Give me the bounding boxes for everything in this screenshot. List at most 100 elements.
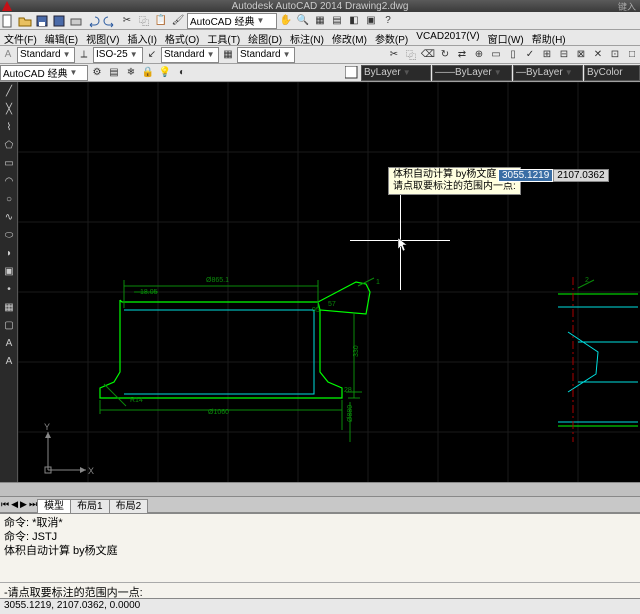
menu-item[interactable]: 插入(I) (123, 30, 160, 45)
rect-tool-icon[interactable]: ▭ (1, 155, 17, 171)
xline-tool-icon[interactable]: ╳ (1, 101, 17, 117)
redo-icon[interactable] (102, 13, 118, 29)
mod3-icon[interactable]: ⌫ (420, 47, 436, 63)
undo-icon[interactable] (85, 13, 101, 29)
plotstyle-dropdown[interactable]: ByColor (584, 65, 640, 81)
mod5-icon[interactable]: ⇄ (454, 47, 470, 63)
mod8-icon[interactable]: ▯ (505, 47, 521, 63)
point-tool-icon[interactable]: • (1, 281, 17, 297)
paste-icon[interactable]: 📋 (153, 13, 169, 29)
block-tool-icon[interactable]: ▣ (1, 263, 17, 279)
tab-first-icon[interactable]: ⏮ (0, 499, 10, 510)
linetype-dropdown[interactable]: —— ByLayer▼ (432, 65, 512, 81)
layout-tab[interactable]: 布局2 (109, 499, 149, 514)
layer-prop-icon[interactable]: ▤ (106, 65, 122, 81)
plot-icon[interactable] (68, 13, 84, 29)
tablestyle-icon[interactable]: ▦ (220, 47, 236, 63)
drawing-canvas[interactable]: 18.05Ø865.1Ø106028330Ø8809557R1412 XY 体积… (18, 82, 640, 482)
pline-tool-icon[interactable]: ⌇ (1, 119, 17, 135)
textstyle-dropdown[interactable]: Standard▼ (17, 47, 75, 63)
command-window[interactable]: 命令: *取消*命令: JSTJ体积自动计算 by杨文庭 (0, 512, 640, 582)
earc-tool-icon[interactable]: ◗ (1, 245, 17, 261)
layer-iso-icon[interactable]: ◐ (174, 65, 190, 81)
save-as-icon[interactable] (51, 13, 67, 29)
help-icon[interactable]: ? (380, 13, 396, 29)
cursor-arrow-icon (398, 238, 408, 252)
new-icon[interactable] (0, 13, 16, 29)
layer-freeze-icon[interactable]: ❄ (123, 65, 139, 81)
command-prompt[interactable]: -请点取要标注的范围内一点: (0, 582, 640, 598)
layer-dropdown[interactable]: ByLayer▼ (361, 65, 431, 81)
workspace-combo2[interactable]: AutoCAD 经典▼ (0, 65, 88, 81)
tool-d-icon[interactable]: ▣ (363, 13, 379, 29)
hatch-tool-icon[interactable]: ▦ (1, 299, 17, 315)
mtext-tool-icon[interactable]: A (1, 353, 17, 369)
textstyle-icon[interactable]: A (0, 47, 16, 63)
status-bar: 3055.1219, 2107.0362, 0.0000 (0, 598, 640, 614)
menu-item[interactable]: 参数(P) (371, 30, 412, 45)
match-icon[interactable]: 🖌 (170, 13, 186, 29)
layer-lock-icon[interactable]: 🔒 (140, 65, 156, 81)
pan-icon[interactable]: ✋ (278, 13, 294, 29)
mod9-icon[interactable]: ✓ (522, 47, 538, 63)
circle-tool-icon[interactable]: ○ (1, 191, 17, 207)
mod13-icon[interactable]: ✕ (590, 47, 606, 63)
region-tool-icon[interactable]: ▢ (1, 317, 17, 333)
coord-x-input[interactable]: 3055.1219 (498, 169, 553, 182)
menu-item[interactable]: 编辑(E) (41, 30, 82, 45)
dimstyle-icon[interactable]: ⟂ (76, 47, 92, 63)
menu-item[interactable]: 文件(F) (0, 30, 41, 45)
zoom-icon[interactable]: 🔍 (295, 13, 311, 29)
mod12-icon[interactable]: ⊠ (573, 47, 589, 63)
dynamic-coord-input[interactable]: 3055.1219 2107.0362 (498, 169, 609, 182)
mod6-icon[interactable]: ⊕ (471, 47, 487, 63)
color-icon[interactable] (344, 65, 360, 81)
layer-off-icon[interactable]: 💡 (157, 65, 173, 81)
tab-next-icon[interactable]: ▶ (19, 499, 28, 510)
mod1-icon[interactable]: ✂ (386, 47, 402, 63)
menu-item[interactable]: 标注(N) (286, 30, 328, 45)
leaderstyle-dropdown[interactable]: Standard▼ (161, 47, 219, 63)
tablestyle-dropdown[interactable]: Standard▼ (237, 47, 295, 63)
poly-tool-icon[interactable]: ⬠ (1, 137, 17, 153)
menu-item[interactable]: 视图(V) (82, 30, 123, 45)
cut-icon[interactable]: ✂ (119, 13, 135, 29)
svg-text:28: 28 (344, 387, 352, 394)
ws-gear-icon[interactable]: ⚙ (89, 65, 105, 81)
mod10-icon[interactable]: ⊞ (539, 47, 555, 63)
tool-c-icon[interactable]: ◧ (346, 13, 362, 29)
dimstyle-dropdown[interactable]: ISO-25▼ (93, 47, 143, 63)
lineweight-dropdown[interactable]: — ByLayer▼ (513, 65, 583, 81)
arc-tool-icon[interactable]: ◠ (1, 173, 17, 189)
open-icon[interactable] (17, 13, 33, 29)
svg-text:1: 1 (376, 279, 380, 286)
workspace-dropdown[interactable]: AutoCAD 经典▼ (187, 13, 277, 29)
mod4-icon[interactable]: ↻ (437, 47, 453, 63)
spline-tool-icon[interactable]: ∿ (1, 209, 17, 225)
menu-item[interactable]: 绘图(D) (244, 30, 286, 45)
copy-icon[interactable]: ⿻ (136, 13, 152, 29)
menu-item[interactable]: 工具(T) (203, 30, 244, 45)
mod14-icon[interactable]: ⊡ (607, 47, 623, 63)
save-icon[interactable] (34, 13, 50, 29)
mod11-icon[interactable]: ⊟ (556, 47, 572, 63)
mod2-icon[interactable]: ⿻ (403, 47, 419, 63)
menu-item[interactable]: 窗口(W) (484, 30, 528, 45)
mod15-icon[interactable]: □ (624, 47, 640, 63)
mod7-icon[interactable]: ▭ (488, 47, 504, 63)
menu-item[interactable]: 修改(M) (328, 30, 371, 45)
menu-item[interactable]: VCAD2017(V) (412, 30, 483, 45)
menu-item[interactable]: 帮助(H) (528, 30, 570, 45)
tab-prev-icon[interactable]: ◀ (10, 499, 19, 510)
leaderstyle-icon[interactable]: ↙ (144, 47, 160, 63)
menu-item[interactable]: 格式(O) (161, 30, 203, 45)
tool-b-icon[interactable]: ▤ (329, 13, 345, 29)
styles-toolbar: A Standard▼ ⟂ ISO-25▼ ↙ Standard▼ ▦ Stan… (0, 46, 640, 64)
text-tool-icon[interactable]: A (1, 335, 17, 351)
layout-tab[interactable]: 模型 (37, 499, 71, 514)
ellipse-tool-icon[interactable]: ⬭ (1, 227, 17, 243)
tool-a-icon[interactable]: ▦ (312, 13, 328, 29)
line-tool-icon[interactable]: ╱ (1, 83, 17, 99)
horizontal-scrollbar[interactable] (0, 482, 640, 496)
layout-tab[interactable]: 布局1 (70, 499, 110, 514)
